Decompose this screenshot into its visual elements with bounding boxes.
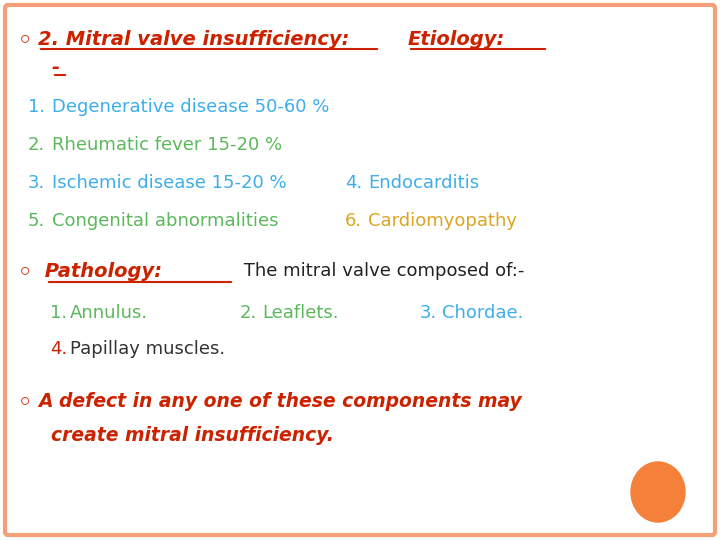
- Text: Leaflets.: Leaflets.: [262, 304, 338, 322]
- Text: 3.: 3.: [28, 174, 45, 192]
- Text: Rheumatic fever 15-20 %: Rheumatic fever 15-20 %: [52, 136, 282, 154]
- Text: Chordae.: Chordae.: [442, 304, 523, 322]
- Text: The mitral valve composed of:-: The mitral valve composed of:-: [238, 262, 524, 280]
- Text: 2. Mitral valve insufficiency:: 2. Mitral valve insufficiency:: [38, 30, 349, 49]
- Text: Ischemic disease 15-20 %: Ischemic disease 15-20 %: [52, 174, 287, 192]
- Text: Etiology:: Etiology:: [408, 30, 505, 49]
- Text: 2.: 2.: [240, 304, 257, 322]
- Text: ◦: ◦: [18, 30, 32, 50]
- Text: ◦: ◦: [18, 262, 32, 282]
- Text: Congenital abnormalities: Congenital abnormalities: [52, 212, 279, 230]
- Text: Pathology:: Pathology:: [38, 262, 162, 281]
- Text: 4.: 4.: [50, 340, 67, 358]
- Text: Degenerative disease 50-60 %: Degenerative disease 50-60 %: [52, 98, 329, 116]
- Text: 3.: 3.: [420, 304, 437, 322]
- Text: create mitral insufficiency.: create mitral insufficiency.: [38, 426, 334, 445]
- Text: ◦: ◦: [18, 392, 32, 412]
- Ellipse shape: [631, 462, 685, 522]
- Text: Endocarditis: Endocarditis: [368, 174, 479, 192]
- FancyBboxPatch shape: [5, 5, 715, 535]
- Text: 1.: 1.: [28, 98, 45, 116]
- Text: Annulus.: Annulus.: [70, 304, 148, 322]
- Text: -: -: [52, 58, 60, 77]
- Text: Papillay muscles.: Papillay muscles.: [70, 340, 225, 358]
- Text: 1.: 1.: [50, 304, 67, 322]
- Text: 6.: 6.: [345, 212, 362, 230]
- Text: A defect in any one of these components may: A defect in any one of these components …: [38, 392, 522, 411]
- Text: 5.: 5.: [28, 212, 45, 230]
- Text: Cardiomyopathy: Cardiomyopathy: [368, 212, 517, 230]
- Text: 2.: 2.: [28, 136, 45, 154]
- Text: 4.: 4.: [345, 174, 362, 192]
